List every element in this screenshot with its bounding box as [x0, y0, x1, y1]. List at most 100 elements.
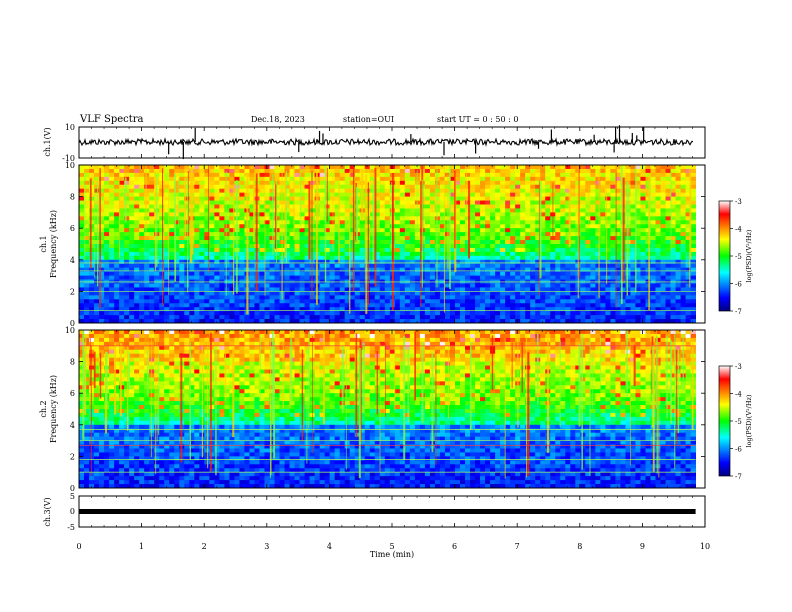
spectrogram-cell [520, 283, 526, 288]
spectrogram-cell [284, 168, 290, 174]
spectrogram-cell [339, 188, 346, 194]
spectrogram-cell [344, 208, 351, 213]
spectrogram-cell [645, 287, 651, 292]
spectrogram-cell [585, 192, 591, 197]
spectrogram-cell [414, 165, 421, 170]
spectrogram-cell [339, 184, 346, 190]
spectrogram-cell [329, 251, 336, 257]
spectrogram-cell [164, 172, 170, 178]
spectrogram-cell [605, 271, 611, 276]
spectrogram-cell [545, 287, 551, 292]
spectrogram-cell [194, 180, 200, 186]
spectrogram-cell [274, 220, 280, 225]
spectrogram-cell [675, 212, 681, 217]
spectrogram-cell [590, 228, 596, 233]
spectrogram-cell [449, 287, 456, 292]
spectrogram-cell [645, 188, 651, 194]
spectrogram-cell [560, 208, 566, 213]
spectrogram-cell [515, 244, 521, 249]
spectrogram-cell [570, 176, 576, 182]
spectrogram-cell [565, 208, 571, 213]
spectrogram-cell [324, 236, 331, 241]
spectrogram-cell [595, 180, 601, 186]
spectrogram-cell [409, 165, 416, 170]
spectrogram-cell [560, 196, 566, 201]
spectrogram-cell [224, 228, 230, 233]
spectrogram-cell [374, 303, 381, 308]
spectrogram-cell [199, 271, 205, 276]
spectrogram-cell [164, 299, 170, 304]
spectrogram-cell [560, 180, 566, 186]
spectrogram-cell [675, 311, 681, 316]
spectrogram-cell [475, 263, 481, 269]
spectrogram-cell [640, 208, 646, 213]
spectrogram-cell [414, 168, 421, 174]
spectrogram-cell [595, 299, 601, 304]
spectrogram-cell [214, 275, 220, 280]
spectrogram-cell [159, 244, 165, 249]
spectrogram-cell [114, 303, 120, 308]
spectrogram-cell [545, 172, 551, 178]
spectrogram-cell [675, 184, 681, 190]
spectrogram-cell [399, 172, 406, 178]
spectrogram-cell [169, 295, 175, 300]
spectrogram-cell [289, 236, 295, 241]
spectrogram-cell [109, 244, 115, 249]
spectrogram-cell [139, 168, 145, 174]
spectrogram-cell [590, 259, 596, 265]
spectrogram-cell [124, 172, 130, 178]
spectrogram-cell [229, 196, 235, 201]
spectrogram-cell [590, 176, 596, 182]
spectrogram-cell [490, 303, 496, 308]
spectrogram-cell [234, 319, 240, 324]
spectrogram-cell [334, 172, 341, 178]
spectrogram-cell [615, 275, 621, 280]
spectrogram-cell [284, 287, 290, 292]
spectrogram-cell [144, 212, 150, 217]
spectrogram-cell [339, 251, 346, 257]
spectrogram-cell [520, 295, 526, 300]
spectrogram-cell [114, 259, 120, 265]
spectrogram-cell [359, 303, 366, 308]
spectrogram-cell [690, 184, 697, 190]
spectrogram-cell [199, 216, 205, 221]
spectrogram-cell [179, 220, 185, 225]
spectrogram-cell [354, 311, 361, 316]
spectrogram-cell [209, 299, 215, 304]
spectrogram-cell [590, 267, 596, 273]
spectrogram-cell [645, 263, 651, 269]
spectrogram-cell [379, 259, 386, 265]
spectrogram-cell [134, 247, 140, 253]
spectrogram-cell [680, 255, 686, 261]
spectrogram-cell [344, 216, 351, 221]
spectrogram-cell [299, 236, 305, 241]
spectrogram-cell [585, 204, 591, 209]
spectrogram-cell [239, 283, 245, 288]
spectrogram-cell [164, 232, 170, 237]
spectrogram-cell [204, 165, 210, 170]
spectrogram-cell [490, 299, 496, 304]
spectrogram-cell [610, 212, 616, 217]
spectrogram-cell [570, 267, 576, 273]
spectrogram-cell [560, 307, 566, 312]
spectrogram-cell [585, 220, 591, 225]
spectrogram-cell [319, 283, 326, 288]
spectrogram-cell [159, 204, 165, 209]
spectrogram-cell [164, 168, 170, 174]
spectrogram-cell [324, 291, 331, 296]
spectrogram-cell [359, 299, 366, 304]
spectrogram-cell [119, 184, 125, 190]
spectrogram-cell [384, 232, 391, 237]
spectrogram-cell [259, 236, 265, 241]
spectrogram-cell [485, 240, 491, 245]
spectrogram-cell [670, 220, 676, 225]
spectrogram-cell [339, 192, 346, 197]
spectrogram-cell [204, 196, 210, 201]
spectrogram-cell [299, 165, 305, 170]
spectrogram-cell [129, 244, 135, 249]
spectrogram-cell [535, 247, 541, 253]
spectrogram-cell [540, 315, 546, 320]
spectrogram-cell [304, 200, 310, 205]
spectrogram-cell [129, 188, 135, 194]
spectrogram-cell [585, 240, 591, 245]
